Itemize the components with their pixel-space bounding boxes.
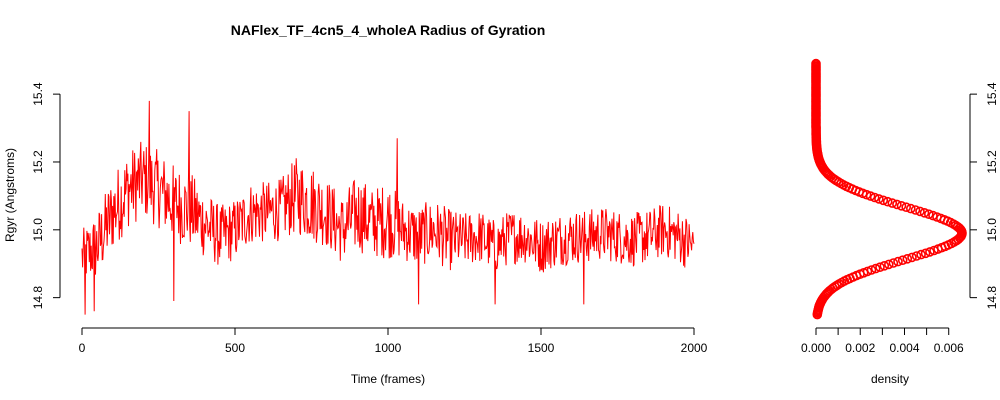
density-point (869, 192, 880, 203)
density-point (920, 248, 931, 259)
density-point (923, 209, 934, 219)
density-point (896, 201, 907, 211)
main-y-tick-label: 15.0 (31, 218, 45, 242)
main-x-tick-label: 1000 (375, 341, 402, 355)
density-point (888, 258, 899, 268)
density-x-tick-label: 0.006 (934, 341, 964, 355)
density-point (905, 203, 916, 214)
main-title: NAFlex_TF_4cn5_4_wholeA Radius of Gyrati… (231, 22, 546, 38)
density-point (875, 262, 885, 273)
main-y-tick-label: 14.8 (31, 286, 45, 310)
density-point (882, 196, 893, 207)
main-x-tick-label: 2000 (681, 341, 708, 355)
main-series-line (81, 100, 695, 315)
density-point (910, 205, 921, 215)
main-plot: NAFlex_TF_4cn5_4_wholeA Radius of Gyrati… (3, 22, 708, 386)
density-point (919, 208, 930, 218)
main-x-tick-label: 0 (79, 341, 86, 355)
density-plot: 0.000 0.002 0.004 0.006 14.8 15.0 15.2 15.4 de… (801, 58, 999, 386)
main-x-tick-label: 1500 (528, 341, 555, 355)
density-point (902, 253, 913, 264)
density-x-axis: 0.000 0.002 0.004 0.006 (801, 327, 964, 355)
density-series (811, 58, 967, 320)
density-point (925, 247, 935, 257)
density-point (901, 202, 912, 212)
density-point (870, 263, 881, 274)
density-point (866, 265, 877, 275)
density-point (811, 58, 821, 69)
density-y-tick-label: 15.4 (985, 82, 999, 106)
density-point (907, 252, 917, 263)
density-point (892, 199, 902, 210)
density-x-axis-label: density (871, 372, 909, 386)
density-point (915, 206, 925, 217)
density-point (893, 256, 903, 267)
density-y-tick-label: 15.0 (985, 218, 999, 242)
main-x-axis: 0 500 1000 1500 2000 (79, 327, 708, 355)
density-point (887, 198, 898, 208)
density-x-tick-label: 0.004 (889, 341, 919, 355)
main-y-tick-label: 15.2 (31, 150, 45, 174)
main-series (81, 100, 695, 315)
main-y-axis: 14.8 15.0 15.2 15.4 (31, 82, 61, 310)
density-point (911, 251, 922, 261)
density-point (897, 255, 908, 266)
density-point (916, 249, 926, 260)
density-x-tick-label: 0.000 (801, 341, 831, 355)
density-point (883, 259, 894, 270)
density-x-tick-label: 0.002 (845, 341, 875, 355)
main-y-tick-label: 15.4 (31, 82, 45, 106)
main-x-axis-label: Time (frames) (351, 372, 425, 386)
density-y-axis: 14.8 15.0 15.2 15.4 (969, 82, 999, 310)
density-point (878, 195, 889, 206)
density-point (928, 210, 938, 221)
density-y-tick-label: 15.2 (985, 150, 999, 174)
density-point (874, 194, 884, 204)
main-y-axis-label: Rgyr (Angstroms) (3, 148, 17, 242)
density-point (879, 260, 890, 271)
density-y-tick-label: 14.8 (985, 286, 999, 310)
main-x-tick-label: 500 (225, 341, 245, 355)
